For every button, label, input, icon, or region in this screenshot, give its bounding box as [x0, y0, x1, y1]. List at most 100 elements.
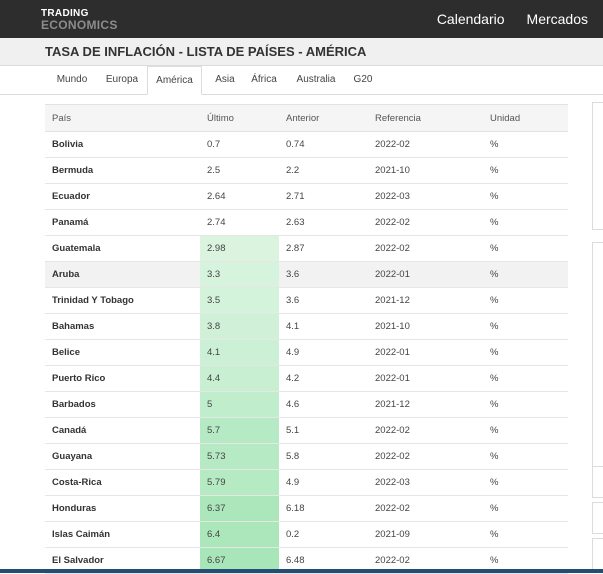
table-row[interactable]: Bahamas 3.8 4.1 2021-10%: [45, 313, 568, 340]
cell-previous: 3.6: [279, 261, 368, 288]
tab-africa[interactable]: África: [251, 74, 277, 85]
cell-country[interactable]: Guayana: [45, 443, 200, 470]
cell-unit: %: [483, 339, 568, 366]
cell-unit: %: [483, 287, 568, 314]
brand-line1: TRADING: [41, 8, 89, 19]
cell-reference: 2022-01: [368, 365, 483, 392]
cell-reference: 2022-01: [368, 261, 483, 288]
cell-country[interactable]: Bahamas: [45, 313, 200, 340]
page-title: TASA DE INFLACIÓN - LISTA DE PAÍSES - AM…: [45, 44, 367, 59]
cell-country[interactable]: Ecuador: [45, 183, 200, 210]
table-row[interactable]: Panamá 2.74 2.63 2022-02%: [45, 209, 568, 236]
cell-reference: 2022-03: [368, 469, 483, 496]
table-row[interactable]: Puerto Rico 4.4 4.2 2022-01%: [45, 365, 568, 392]
cell-unit: %: [483, 417, 568, 444]
cell-previous: 3.6: [279, 287, 368, 314]
cell-unit: %: [483, 183, 568, 210]
col-header-unidad[interactable]: Unidad: [483, 104, 568, 132]
cell-previous: 4.9: [279, 339, 368, 366]
col-header-ultimo[interactable]: Último: [200, 104, 279, 132]
cell-country[interactable]: Belice: [45, 339, 200, 366]
cell-reference: 2021-12: [368, 391, 483, 418]
table-body: Bolivia 0.7 0.74 2022-02% Bermuda 2.5 2.2 2021-…: [45, 131, 568, 574]
table-row[interactable]: Costa-Rica 5.79 4.9 2022-03%: [45, 469, 568, 496]
cell-country[interactable]: Trinidad Y Tobago: [45, 287, 200, 314]
tab-america[interactable]: América: [147, 66, 202, 95]
cell-previous: 2.71: [279, 183, 368, 210]
cell-unit: %: [483, 443, 568, 470]
table-row[interactable]: Guatemala 2.98 2.87 2022-02%: [45, 235, 568, 262]
cell-reference: 2022-02: [368, 131, 483, 158]
table-row[interactable]: Bermuda 2.5 2.2 2021-10%: [45, 157, 568, 184]
cell-country[interactable]: Canadá: [45, 417, 200, 444]
cell-country[interactable]: Puerto Rico: [45, 365, 200, 392]
cell-reference: 2022-02: [368, 443, 483, 470]
cell-previous: 4.1: [279, 313, 368, 340]
inflation-table: País Último Anterior Referencia Unidad B…: [45, 104, 568, 574]
cell-latest: 5.79: [200, 469, 279, 496]
tab-europa[interactable]: Europa: [105, 74, 139, 85]
cell-previous: 4.9: [279, 469, 368, 496]
table-row[interactable]: Canadá 5.7 5.1 2022-02%: [45, 417, 568, 444]
cell-country[interactable]: Costa-Rica: [45, 469, 200, 496]
table-row[interactable]: Trinidad Y Tobago 3.5 3.6 2021-12%: [45, 287, 568, 314]
cell-reference: 2022-02: [368, 417, 483, 444]
cell-country[interactable]: Guatemala: [45, 235, 200, 262]
top-nav: Calendario Mercados: [415, 0, 588, 38]
cell-unit: %: [483, 495, 568, 522]
cell-country[interactable]: Barbados: [45, 391, 200, 418]
cell-unit: %: [483, 391, 568, 418]
cell-country[interactable]: Panamá: [45, 209, 200, 236]
cell-country[interactable]: Bermuda: [45, 157, 200, 184]
nav-mercados[interactable]: Mercados: [526, 11, 588, 27]
cell-latest: 2.5: [200, 157, 279, 184]
tab-g20[interactable]: G20: [353, 74, 373, 85]
cell-reference: 2022-01: [368, 339, 483, 366]
side-panel: [592, 466, 603, 498]
tab-asia[interactable]: Asia: [215, 74, 235, 85]
table-row[interactable]: Islas Caimán 6.4 0.2 2021-09%: [45, 521, 568, 548]
col-header-anterior[interactable]: Anterior: [279, 104, 368, 132]
cell-unit: %: [483, 157, 568, 184]
side-panel: [592, 502, 603, 534]
cell-latest: 2.64: [200, 183, 279, 210]
table-row[interactable]: Bolivia 0.7 0.74 2022-02%: [45, 131, 568, 158]
brand-logo[interactable]: TRADING ECONOMICS: [41, 8, 118, 32]
cell-previous: 2.2: [279, 157, 368, 184]
cell-reference: 2022-02: [368, 209, 483, 236]
cell-unit: %: [483, 131, 568, 158]
table-row[interactable]: Barbados 5 4.6 2021-12%: [45, 391, 568, 418]
cell-unit: %: [483, 209, 568, 236]
cell-previous: 0.74: [279, 131, 368, 158]
table-row[interactable]: Aruba 3.3 3.6 2022-01%: [45, 261, 568, 288]
side-panel: [592, 102, 603, 230]
table-row[interactable]: Honduras 6.37 6.18 2022-02%: [45, 495, 568, 522]
cell-country[interactable]: Honduras: [45, 495, 200, 522]
table-row[interactable]: Ecuador 2.64 2.71 2022-03%: [45, 183, 568, 210]
cell-previous: 4.6: [279, 391, 368, 418]
cell-latest: 3.3: [200, 261, 279, 288]
cell-unit: %: [483, 261, 568, 288]
cell-latest: 3.5: [200, 287, 279, 314]
col-header-referencia[interactable]: Referencia: [368, 104, 483, 132]
table-row[interactable]: Guayana 5.73 5.8 2022-02%: [45, 443, 568, 470]
nav-calendario[interactable]: Calendario: [436, 11, 505, 27]
cell-latest: 3.8: [200, 313, 279, 340]
cell-country[interactable]: Bolivia: [45, 131, 200, 158]
cell-previous: 5.8: [279, 443, 368, 470]
tab-mundo[interactable]: Mundo: [56, 74, 88, 85]
cell-previous: 6.18: [279, 495, 368, 522]
col-header-pais[interactable]: País: [45, 104, 200, 132]
cell-previous: 0.2: [279, 521, 368, 548]
cell-previous: 4.2: [279, 365, 368, 392]
cell-unit: %: [483, 521, 568, 548]
cell-country[interactable]: Aruba: [45, 261, 200, 288]
tab-australia[interactable]: Australia: [296, 74, 336, 85]
side-panel: [592, 538, 603, 570]
cell-reference: 2022-02: [368, 495, 483, 522]
cell-previous: 2.87: [279, 235, 368, 262]
table-row[interactable]: Belice 4.1 4.9 2022-01%: [45, 339, 568, 366]
cell-country[interactable]: Islas Caimán: [45, 521, 200, 548]
cell-unit: %: [483, 235, 568, 262]
cell-reference: 2021-12: [368, 287, 483, 314]
